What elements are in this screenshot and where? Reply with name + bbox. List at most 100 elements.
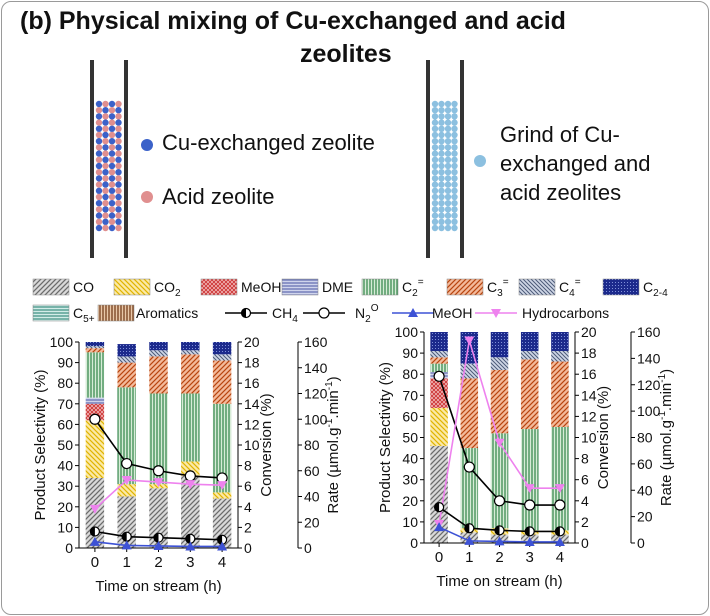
legend-label-N2O: N2O [355,303,379,325]
ground-particle [438,131,445,139]
point-CH4-1-fill [464,523,470,533]
point-HC-4 [217,481,228,491]
ground-particle [444,107,452,114]
legend-label-C24: C2-4 [643,279,668,299]
x-tick-label: 1 [465,549,473,566]
zeolite-particle [115,131,122,139]
point-N2O-1 [463,461,475,473]
ground-particle [444,113,452,120]
ground-particle [431,193,439,201]
x-tick-label: 2 [495,549,503,566]
x-tick-label: 0 [91,554,99,571]
point-N2O-1 [121,457,133,470]
ground-particle [451,224,458,232]
legend-label-DME: DME [322,279,353,295]
legend-swatch-Arom [97,304,135,322]
zeolite-particle [108,150,116,157]
ground-particle [451,162,458,170]
x-tick-label: 4 [218,554,226,571]
ground-particle [444,181,452,188]
legend-label-CO: CO [73,279,94,295]
y-tick-label: 20 [57,499,73,515]
y-tick-label: 50 [57,437,73,453]
ground-particle [438,100,445,108]
zeolite-particle [115,218,122,225]
legend-swatch-C2 [361,278,399,296]
ground-particle [438,200,445,207]
y-axis-label: Product Selectivity (%) [32,370,49,521]
point-HC-2 [494,438,505,448]
point-HC-3 [185,480,196,490]
legend-marker-N2O [318,307,330,319]
bar-segment-C2-1 [460,448,479,529]
zeolite-particle [102,193,109,201]
ground-particle [444,100,452,108]
point-N2O-0 [433,370,445,382]
y3-tick-label: 140 [637,350,661,366]
ground-particle [431,100,439,108]
point-CH4-4-fill [217,535,223,545]
bar-segment-C3-4 [212,360,232,404]
ground-mix-marker [474,155,486,167]
reactor-tube-ground [426,60,464,258]
y-tick-label: 100 [50,334,74,350]
ground-particle [444,169,452,176]
ground-particle [438,212,445,219]
ground-particle [451,113,458,120]
ground-particle [438,107,445,114]
zeolite-particle [102,138,109,145]
bar-segment-C4-2 [149,350,168,357]
legend-label-Arom: Aromatics [136,305,198,321]
ground-particle [444,125,452,132]
ground-particle [431,218,439,225]
point-CH4-4-fill [555,526,560,536]
bar-segment-CO2-0 [85,420,105,478]
y2-tick-label: 2 [581,514,589,530]
y2-tick-label: 12 [581,408,597,424]
legend-label-C5: C5+ [73,305,95,325]
y2-tick-label: 10 [581,430,597,446]
y3-tick-label: 120 [304,386,328,402]
zeolite-particle [108,119,116,126]
ground-particle [431,169,439,176]
zeolite-particle [108,181,116,188]
panel-title-line1: (b) Physical mixing of Cu-exchanged and … [20,7,566,35]
zeolite-particle [115,224,122,232]
zeolite-particle [108,162,116,170]
bar-segment-C3-3 [520,359,539,430]
ground-particle [444,175,452,182]
zeolite-particle [115,175,122,182]
zeolite-particle [95,113,103,120]
x-tick-label: 2 [154,554,162,571]
bar-segment-C4-0 [85,346,105,349]
ground-particle [438,169,445,176]
ground-particle [438,193,445,201]
point-N2O-0 [89,413,101,425]
y3-tick-label: 20 [304,514,320,530]
zeolite-particle [115,150,122,157]
ground-particle [451,193,458,201]
zeolite-particle [102,107,109,114]
point-MeOHr-3 [524,536,535,546]
y2-tick-label: 14 [581,387,597,403]
zeolite-particle [95,138,103,145]
legend-label-MeOH: MeOH [241,279,281,295]
zeolite-particle [115,162,122,170]
ground-particle [431,212,439,219]
zeolite-particle [108,218,116,225]
y3-tick-label: 80 [304,437,320,453]
y-tick-label: 80 [402,366,418,382]
ground-particle [438,119,445,126]
y3-tick-label: 60 [304,463,320,479]
ground-particle [444,144,452,151]
zeolite-particle [95,100,103,108]
y2-tick-label: 16 [244,375,260,391]
y3-tick-label: 100 [637,403,661,419]
point-HC-2 [153,478,164,488]
ground-particle [451,144,458,151]
bar-segment-C2-3 [181,393,200,462]
legend-swatch-C4 [518,278,556,296]
ground-particle [451,100,458,108]
zeolite-particle [115,169,122,176]
ground-particle [438,224,445,232]
